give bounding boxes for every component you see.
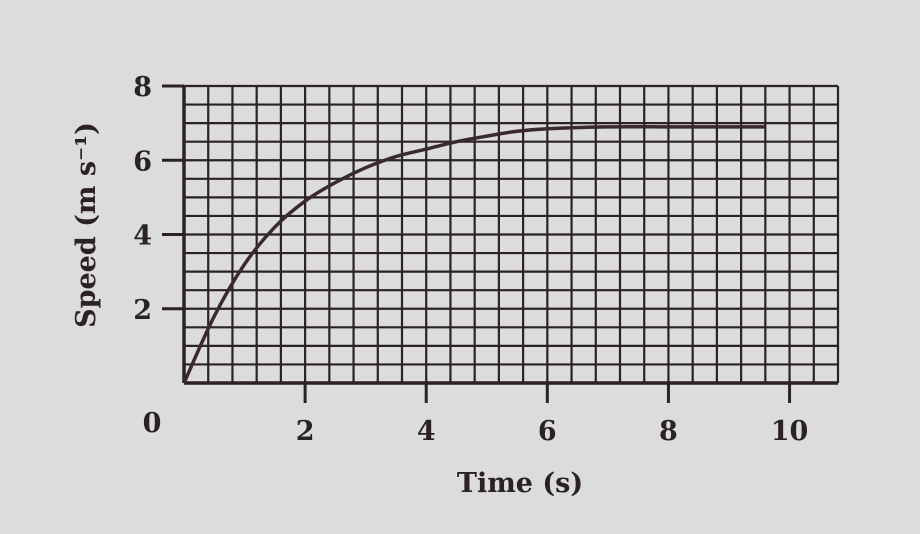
y-tick-label: 8 [133,72,152,103]
x-tick-label: 8 [659,416,678,447]
x-tick-label: 0 [143,408,162,439]
x-axis-label: Time (s) [457,468,583,499]
x-tick-label: 2 [296,416,315,447]
speed-curve [182,124,766,384]
x-tick-label: 10 [771,416,809,447]
y-ticks: 2 4 6 8 [133,72,184,326]
x-ticks: 0 2 4 6 8 10 [143,383,809,447]
x-tick-label: 4 [417,416,436,447]
y-tick-label: 2 [133,295,152,326]
x-tick-label: 6 [538,416,557,447]
y-axis-label: Speed (m s⁻¹) [71,122,102,328]
y-tick-label: 6 [133,146,152,177]
y-tick-label: 4 [133,221,152,252]
